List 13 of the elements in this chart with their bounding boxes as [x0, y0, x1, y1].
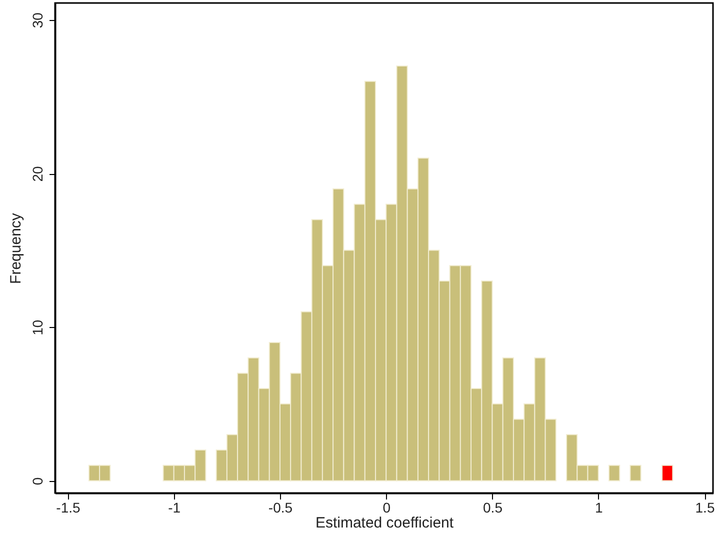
x-axis-title: Estimated coefficient [315, 514, 454, 532]
x-tick-label: -1 [168, 500, 181, 516]
x-tick-label: 1.5 [695, 500, 715, 516]
y-tick-label: 0 [30, 477, 46, 486]
x-tick-label: -1.5 [56, 500, 81, 516]
x-tick-label: 0 [382, 500, 391, 516]
x-tick-label: 0.5 [483, 500, 503, 516]
y-axis-title: Frequency [8, 212, 24, 284]
y-tick-label: 30 [30, 12, 46, 28]
x-tick-label: 1 [594, 500, 603, 516]
y-tick-label: 10 [30, 320, 46, 336]
y-tick-label: 20 [30, 166, 46, 182]
x-tick-label: -0.5 [268, 500, 293, 516]
